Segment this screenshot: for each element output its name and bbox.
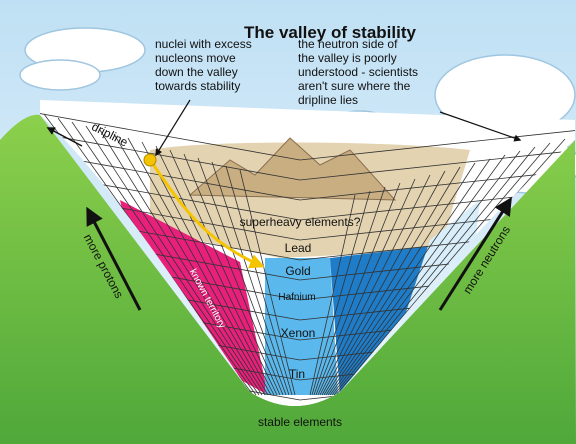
nucleus-dot bbox=[143, 153, 157, 167]
grid-line bbox=[169, 149, 281, 396]
grid-line bbox=[71, 121, 260, 396]
grid-line bbox=[225, 165, 293, 396]
label: Lead bbox=[285, 241, 312, 255]
grid-line bbox=[183, 153, 284, 396]
annotation-line: towards stability bbox=[155, 79, 240, 93]
label: stable elements bbox=[258, 415, 342, 429]
grid-line bbox=[299, 169, 575, 201]
grid-line bbox=[40, 109, 301, 161]
grid-line bbox=[315, 182, 401, 396]
grid-line bbox=[313, 186, 386, 396]
protons-arrow bbox=[86, 206, 142, 311]
annotation-arrow bbox=[155, 99, 191, 157]
annotation-line: nuclei with excess bbox=[155, 37, 252, 51]
decay-path bbox=[148, 159, 265, 269]
title: The valley of stability bbox=[244, 23, 416, 42]
grid-line bbox=[321, 170, 446, 396]
annotation-line: dripline lies bbox=[298, 93, 358, 107]
grid-line bbox=[309, 194, 356, 396]
grid-line bbox=[99, 129, 266, 396]
grid-line bbox=[335, 142, 551, 396]
grid-line bbox=[325, 162, 476, 396]
annotation-line: understood - scientists bbox=[298, 65, 418, 79]
grid-line bbox=[127, 137, 272, 396]
dripline-arrow bbox=[46, 127, 83, 147]
grid-line bbox=[327, 158, 491, 396]
label: Gold bbox=[285, 264, 310, 278]
grid-line bbox=[197, 157, 287, 396]
grid-line bbox=[239, 169, 296, 396]
grid-line bbox=[311, 190, 371, 396]
label: Tin bbox=[289, 367, 305, 381]
annotation-arrow bbox=[439, 111, 522, 142]
grid-line bbox=[141, 141, 275, 396]
annotation-line: aren't sure where the bbox=[298, 79, 411, 93]
grid-line bbox=[211, 161, 290, 396]
grid-line bbox=[317, 178, 416, 396]
hills bbox=[0, 114, 576, 444]
label: superheavy elements? bbox=[240, 215, 361, 229]
grid-line bbox=[85, 125, 263, 396]
grid-line bbox=[299, 129, 575, 161]
annotation-line: the valley is poorly bbox=[298, 51, 397, 65]
grid-line bbox=[113, 133, 269, 396]
label: Hafnium bbox=[278, 292, 315, 303]
annotation-line: the neutron side of bbox=[298, 37, 398, 51]
grid-line bbox=[333, 146, 536, 396]
annotation-line: down the valley bbox=[155, 65, 238, 79]
grid-line bbox=[155, 145, 278, 396]
grid-line bbox=[299, 149, 575, 181]
grid-line bbox=[323, 166, 461, 396]
annotation-line: nucleons move bbox=[155, 51, 236, 65]
grid-line bbox=[329, 154, 506, 396]
label: Xenon bbox=[281, 326, 316, 340]
grid-line bbox=[331, 150, 521, 396]
neutrons-arrow bbox=[438, 196, 512, 311]
grid-line bbox=[319, 174, 431, 396]
